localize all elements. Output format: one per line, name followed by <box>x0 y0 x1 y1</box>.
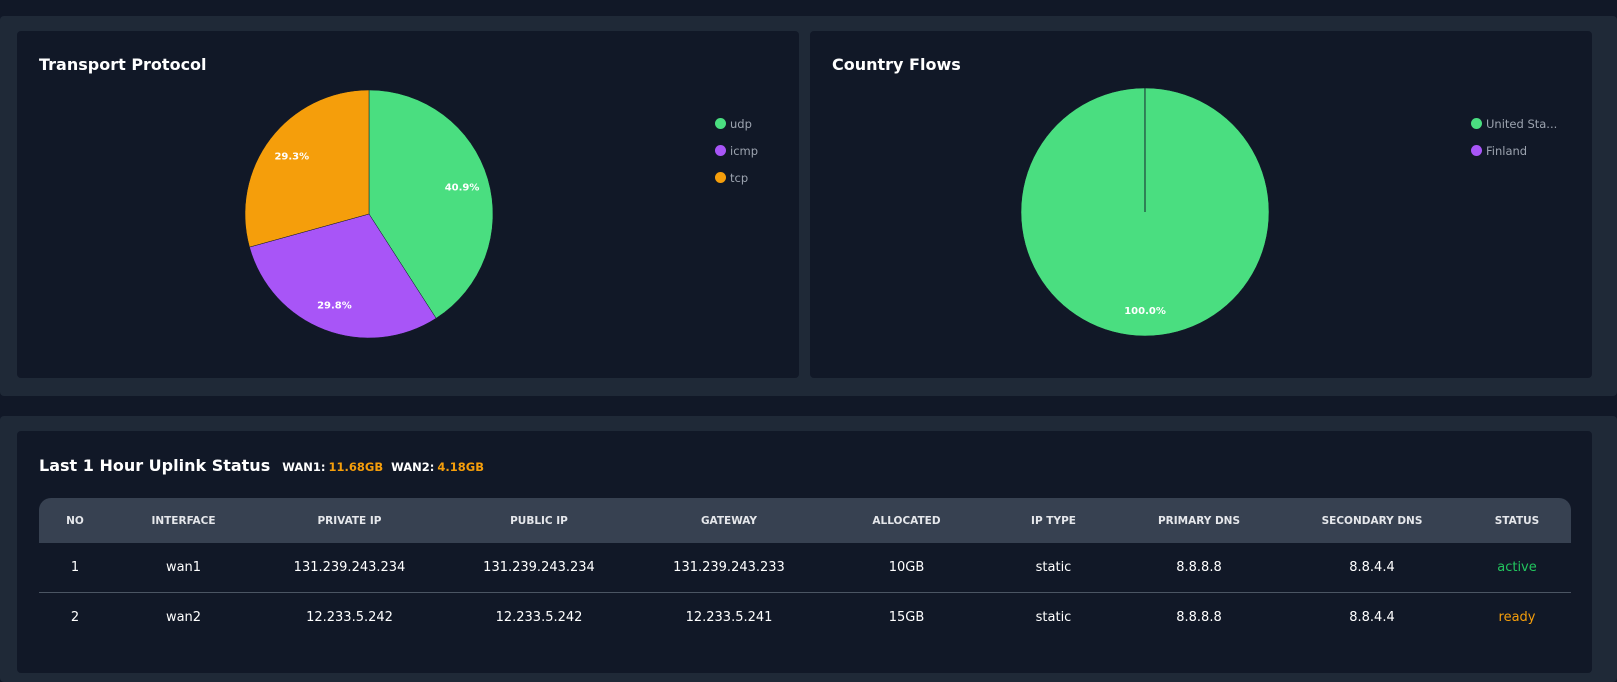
country-flows-card: Country Flows 100.0% United Sta... Finla… <box>810 31 1592 378</box>
cell-allocated: 15GB <box>888 610 925 625</box>
column-header-private-ip[interactable]: PRIVATE IP <box>256 498 443 543</box>
uplink-title: Last 1 Hour Uplink Status <box>39 456 271 475</box>
wan2-label: WAN2: <box>391 460 435 474</box>
cell-interface: wan1 <box>111 543 256 593</box>
legend-label-udp: udp <box>730 116 752 131</box>
cell-gateway: 131.239.243.233 <box>635 543 823 593</box>
column-header-secondary-dns[interactable]: SECONDARY DNS <box>1281 498 1463 543</box>
legend-item-icmp[interactable]: icmp <box>715 137 758 164</box>
uplink-status-card: Last 1 Hour Uplink Status WAN1: 11.68GB … <box>17 431 1592 673</box>
cell-ip-type: static <box>1035 610 1072 625</box>
column-header-primary-dns[interactable]: PRIMARY DNS <box>1117 498 1281 543</box>
column-header-allocated[interactable]: ALLOCATED <box>823 498 990 543</box>
cell-primary-dns: 8.8.8.8 <box>1176 610 1222 625</box>
cell-primary-dns: 8.8.8.8 <box>1117 543 1281 593</box>
transport-protocol-card: Transport Protocol 40.9% 29.8% 29.3% udp i… <box>17 31 799 378</box>
wan2-value: 4.18GB <box>437 460 484 474</box>
pie-slice-tcp[interactable] <box>244 89 370 248</box>
pie-label-united-states: 100.0% <box>1124 306 1166 317</box>
country-flows-legend: United Sta... Finland <box>1471 110 1557 164</box>
table-row: 2 wan2 12.233.5.242 12.233.5.242 12.233.… <box>39 593 1571 643</box>
cell-status: active <box>1463 543 1571 593</box>
column-header-gateway[interactable]: GATEWAY <box>635 498 823 543</box>
cell-private-ip: 12.233.5.242 <box>306 610 393 625</box>
pie-label-icmp: 29.8% <box>317 301 352 312</box>
cell-no: 2 <box>70 610 80 625</box>
cell-no: 1 <box>39 543 111 593</box>
uplink-table-header-row: NO INTERFACE PRIVATE IP PUBLIC IP GATEWA… <box>39 498 1571 543</box>
wan1-label: WAN1: <box>282 460 326 474</box>
column-header-no[interactable]: NO <box>39 498 111 543</box>
legend-item-tcp[interactable]: tcp <box>715 164 758 191</box>
legend-item-udp[interactable]: udp <box>715 110 758 137</box>
transport-protocol-pie-chart: 40.9% 29.8% 29.3% <box>244 89 494 339</box>
pie-label-udp: 40.9% <box>445 183 480 194</box>
table-row: 1 wan1 131.239.243.234 131.239.243.234 1… <box>39 543 1571 593</box>
wan1-value: 11.68GB <box>328 460 384 474</box>
cell-ip-type: static <box>990 543 1117 593</box>
pie-label-tcp: 29.3% <box>274 151 309 162</box>
cell-interface: wan2 <box>165 610 202 625</box>
pie-slice-udp[interactable] <box>368 89 494 319</box>
pie-slice-icmp[interactable] <box>249 213 437 339</box>
uplink-table: NO INTERFACE PRIVATE IP PUBLIC IP GATEWA… <box>39 498 1571 642</box>
uplink-header: Last 1 Hour Uplink Status WAN1: 11.68GB … <box>39 456 484 475</box>
transport-protocol-title: Transport Protocol <box>39 55 207 74</box>
legend-dot-udp <box>715 118 726 129</box>
uplink-table-wrapper: NO INTERFACE PRIVATE IP PUBLIC IP GATEWA… <box>39 498 1571 642</box>
transport-protocol-legend: udp icmp tcp <box>715 110 758 191</box>
cell-secondary-dns: 8.8.4.4 <box>1281 543 1463 593</box>
legend-item-united-states[interactable]: United Sta... <box>1471 110 1557 137</box>
cell-secondary-dns: 8.8.4.4 <box>1349 610 1395 625</box>
cell-status: ready <box>1498 610 1536 625</box>
legend-label-united-states: United Sta... <box>1486 116 1558 131</box>
column-header-public-ip[interactable]: PUBLIC IP <box>443 498 635 543</box>
column-header-interface[interactable]: INTERFACE <box>111 498 256 543</box>
legend-label-icmp: icmp <box>730 143 759 158</box>
legend-dot-united-states <box>1471 118 1482 129</box>
country-flows-pie-chart: 100.0% <box>1020 87 1270 337</box>
legend-item-finland[interactable]: Finland <box>1471 137 1557 164</box>
legend-dot-icmp <box>715 145 726 156</box>
cell-gateway: 12.233.5.241 <box>685 610 773 625</box>
cell-public-ip: 12.233.5.242 <box>495 610 583 625</box>
column-header-status[interactable]: STATUS <box>1463 498 1571 543</box>
cell-private-ip: 131.239.243.234 <box>256 543 443 593</box>
legend-dot-finland <box>1471 145 1482 156</box>
legend-label-tcp: tcp <box>730 170 749 185</box>
legend-label-finland: Finland <box>1486 143 1528 158</box>
column-header-ip-type[interactable]: IP TYPE <box>990 498 1117 543</box>
cell-allocated: 10GB <box>823 543 990 593</box>
legend-dot-tcp <box>715 172 726 183</box>
country-flows-title: Country Flows <box>832 55 961 74</box>
cell-public-ip: 131.239.243.234 <box>443 543 635 593</box>
